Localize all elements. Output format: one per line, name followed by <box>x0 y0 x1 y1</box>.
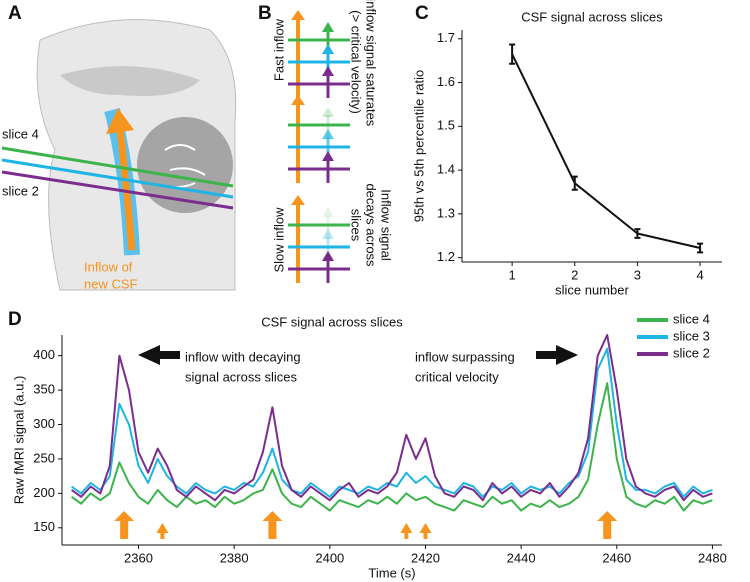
annotation-arrow <box>138 345 180 365</box>
x-tick-label: 2400 <box>315 550 344 565</box>
inflow-arrow <box>116 129 136 251</box>
y-tick-label: 1.2 <box>437 249 455 264</box>
x-axis-label: slice number <box>555 282 629 297</box>
y-tick-label: 150 <box>33 519 55 534</box>
legend-label: slice 3 <box>673 328 710 343</box>
x-tick-label: 1 <box>509 267 516 282</box>
y-tick-label: 1.6 <box>437 74 455 89</box>
panel-label: B <box>258 3 272 24</box>
arrow-head <box>156 523 169 533</box>
arrow-head <box>114 511 135 521</box>
arrow-head <box>291 195 305 205</box>
error-bar <box>697 242 704 254</box>
arrow-head <box>291 95 305 105</box>
slice-line <box>1 170 234 210</box>
x-tick-label: 2420 <box>411 550 440 565</box>
x-tick-label: 3 <box>634 267 641 282</box>
corpus <box>60 66 200 96</box>
arrow-head <box>262 511 283 521</box>
arrow-head <box>322 251 334 261</box>
annotation: inflow surpassing <box>415 349 515 364</box>
inflow-arrow <box>419 523 432 539</box>
x-tick-label: 2380 <box>220 550 249 565</box>
brain-schematic <box>1 19 237 291</box>
panel-label: D <box>8 309 22 330</box>
cerebellum <box>137 117 233 213</box>
x-tick-label: 2480 <box>698 550 727 565</box>
fast-label: Fast inflow <box>271 18 286 81</box>
arrow-head <box>322 44 334 54</box>
slow-note: Inflow signal <box>379 189 394 261</box>
fast-note: Inflow signal saturates <box>364 0 379 127</box>
arrow-head <box>322 229 334 239</box>
arrow-head <box>322 129 334 139</box>
arrow-head <box>419 523 432 533</box>
annotation-arrow <box>536 345 578 365</box>
y-axis-label: 95th vs 5th percentile ratio <box>411 70 426 222</box>
x-tick-label: 2440 <box>507 550 536 565</box>
y-tick-label: 300 <box>33 416 55 431</box>
error-bar <box>634 228 641 239</box>
error-bar <box>571 175 578 191</box>
inflow-arrow-head <box>106 108 134 134</box>
arrow-head <box>322 22 334 32</box>
x-tick-label: 2 <box>571 267 578 282</box>
panel-label: A <box>8 3 22 24</box>
slice-line <box>1 158 234 199</box>
x-tick-label: 4 <box>696 267 703 282</box>
y-tick-label: 1.4 <box>437 162 455 177</box>
inflow-schematic <box>288 10 350 283</box>
slice-line <box>1 146 234 188</box>
annotation: signal across slices <box>185 369 297 384</box>
panel-label: C <box>415 3 429 24</box>
y-axis-label: Raw fMRI signal (a.u.) <box>11 376 26 505</box>
y-tick-label: 1.3 <box>437 205 455 220</box>
y-tick-label: 1.5 <box>437 118 455 133</box>
slice-label: slice 2 <box>2 183 39 198</box>
inflow-arrow <box>262 511 283 539</box>
y-tick-label: 250 <box>33 450 55 465</box>
x-tick-label: 2460 <box>602 550 631 565</box>
inflow-arrow <box>156 523 169 539</box>
slow-note: slices <box>349 209 364 242</box>
y-tick-label: 200 <box>33 485 55 500</box>
inflow-label: new CSF <box>84 276 138 291</box>
chart-title: CSF signal across slices <box>521 9 663 24</box>
arrow-head <box>291 10 305 20</box>
arrow-head <box>400 523 413 533</box>
y-tick-label: 400 <box>33 347 55 362</box>
annotation: critical velocity <box>415 369 499 384</box>
arrow-head <box>597 511 618 521</box>
data-line <box>71 334 713 502</box>
y-tick-label: 350 <box>33 382 55 397</box>
inflow-arrow <box>114 511 135 539</box>
arrow-head <box>322 151 334 161</box>
data-line <box>71 347 713 498</box>
legend-label: slice 2 <box>673 345 710 360</box>
data-line <box>71 382 713 512</box>
error-bar <box>509 43 516 65</box>
chart-title: CSF signal across slices <box>261 314 403 329</box>
x-tick-label: 2360 <box>124 550 153 565</box>
data-line <box>511 53 701 249</box>
inflow-label: Inflow of <box>84 259 133 274</box>
inflow-arrow <box>597 511 618 539</box>
x-axis-label: Time (s) <box>368 565 415 580</box>
arrow-head <box>322 107 334 117</box>
annotation: inflow with decaying <box>185 349 301 364</box>
slow-label: Slow inflow <box>271 207 286 273</box>
slow-note: decays across <box>364 183 379 267</box>
inflow-arrow <box>400 523 413 539</box>
legend-label: slice 4 <box>673 311 710 326</box>
slice-label: slice 4 <box>2 126 39 141</box>
arrow-head <box>322 66 334 76</box>
fast-note: (> critical velocity) <box>349 10 364 114</box>
y-tick-label: 1.7 <box>437 30 455 45</box>
arrow-head <box>322 207 334 217</box>
